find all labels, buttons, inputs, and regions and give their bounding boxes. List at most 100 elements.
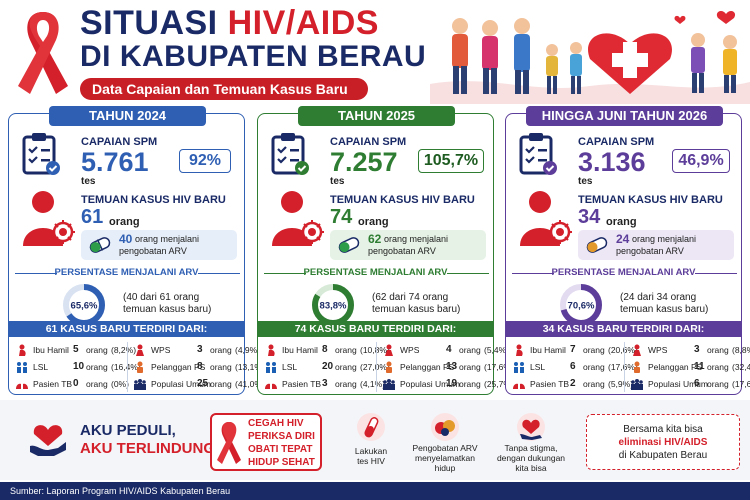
case-count: 13: [446, 361, 458, 372]
case-percent: (27,0%): [360, 362, 390, 372]
case-label: Pelanggan PS: [648, 362, 703, 372]
title-rule: [264, 273, 306, 274]
case-percent: (32,4%): [732, 362, 750, 372]
man-icon: [386, 361, 392, 373]
hiv-label: TEMUAN KASUS HIV BARU: [578, 194, 723, 206]
callout-line3: OBATI TEPAT: [248, 444, 313, 455]
cases-separator: [127, 342, 128, 392]
arv-count: 40: [119, 232, 133, 246]
arv-text-line2: pengobatan ARV: [616, 246, 684, 256]
hiv-label: TEMUAN KASUS HIV BARU: [81, 194, 226, 206]
column-header: TAHUN 2024: [49, 106, 206, 126]
hiv-unit: orang: [358, 216, 389, 228]
case-label: WPS: [400, 345, 420, 355]
spm-percent-badge: 105,7%: [418, 149, 484, 173]
spm-label: CAPAIAN SPM: [578, 136, 655, 148]
message-test: Lakukan tes HIV: [354, 446, 388, 466]
message-stigma: Tanpa stigma, dengan dukungan kita bisa: [496, 443, 566, 473]
column-header: TAHUN 2025: [298, 106, 455, 126]
case-row: WPS 3 orang (4,9%): [133, 342, 260, 358]
clipboard-icon: [271, 133, 309, 175]
case-count: 25: [197, 378, 209, 389]
case-row: Pelanggan PS 8 orang (13,1%): [133, 359, 265, 375]
spm-percent-badge: 46,9%: [672, 149, 730, 173]
hiv-unit: orang: [606, 216, 637, 228]
case-count: 10: [73, 361, 85, 372]
case-percent: (20,6%): [608, 345, 638, 355]
case-unit: orang: [583, 362, 605, 372]
arv-percent-title: PERSENTASE MENJALANI ARV: [551, 267, 696, 278]
case-unit: orang: [707, 362, 729, 372]
case-label: Ibu Hamil: [33, 345, 69, 355]
red-ribbon-icon: [217, 422, 241, 464]
case-percent: (41,0%): [235, 379, 265, 389]
arv-note: (24 dari 34 orang temuan kasus baru): [620, 292, 709, 315]
pregnant-icon: [268, 344, 275, 356]
lungs-icon: [16, 380, 28, 389]
hiv-unit: orang: [109, 216, 140, 228]
lungs-icon: [265, 380, 277, 389]
case-percent: (16,4%): [111, 362, 141, 372]
case-row: WPS 3 orang(8,8%): [630, 342, 750, 358]
case-row: Ibu Hamil 5 orang (8,2%): [15, 342, 136, 358]
case-count: 8: [322, 344, 328, 355]
header: SITUASI HIV/AIDS DI KABUPATEN BERAU Data…: [0, 0, 750, 108]
case-unit: orang: [459, 362, 481, 372]
page-title-line2: DI KABUPATEN BERAU: [80, 40, 427, 73]
slogan-line2: AKU TERLINDUNGI: [80, 440, 220, 457]
case-percent: (17,6%): [732, 379, 750, 389]
case-unit: orang: [335, 379, 357, 389]
title-rule: [512, 273, 554, 274]
arv-note: (40 dari 61 orang temuan kasus baru): [123, 292, 212, 315]
case-row: Pelanggan PS 13 orang (17,6%): [382, 359, 514, 375]
arv-text-line1: orang menjalani: [632, 234, 697, 244]
arv-text-line2: pengobatan ARV: [368, 246, 436, 256]
arv-donut-label: 70,6%: [568, 301, 595, 312]
arv-count: 24: [616, 232, 630, 246]
case-unit: orang: [210, 345, 232, 355]
case-label: Pasien TB: [530, 379, 570, 389]
case-row: Pasien TB 3 orang (4,1%): [264, 376, 385, 392]
lungs-icon: [513, 380, 525, 389]
case-label: Populasi Umum: [400, 379, 460, 389]
spm-value: 5.761: [81, 147, 149, 177]
case-label: LSL: [530, 362, 546, 372]
case-label: Pasien TB: [33, 379, 73, 389]
family-illustration: [430, 11, 750, 104]
pill-icon: [586, 237, 608, 253]
case-row: LSL 10 orang (16,4%): [15, 359, 141, 375]
man-icon: [137, 361, 143, 373]
case-label: Ibu Hamil: [282, 345, 318, 355]
case-count: 3: [322, 378, 328, 389]
cases-separator: [624, 342, 625, 392]
arv-count: 62: [368, 232, 382, 246]
case-percent: (8,8%): [732, 345, 750, 355]
case-label: Pelanggan PS: [400, 362, 455, 372]
case-label: Populasi Umum: [648, 379, 708, 389]
case-percent: (4,1%): [360, 379, 386, 389]
case-row: Populasi Umum 25 orang (41,0%): [133, 376, 265, 392]
man-icon: [634, 361, 640, 373]
title-rule: [695, 273, 737, 274]
column-header: HINGGA JUNI TAHUN 2026: [526, 106, 723, 126]
arv-box: 62 orang menjalani pengobatan ARV: [330, 230, 486, 260]
case-unit: orang: [86, 362, 108, 372]
arv-percent-title: PERSENTASE MENJALANI ARV: [54, 267, 199, 278]
pregnant-icon: [516, 344, 523, 356]
person-virus-icon: [520, 191, 572, 246]
callout-line4: HIDUP SEHAT: [248, 457, 315, 468]
arv-percent-title: PERSENTASE MENJALANI ARV: [303, 267, 448, 278]
case-percent: (13,1%): [235, 362, 265, 372]
arv-box: 40 orang menjalani pengobatan ARV: [81, 230, 237, 260]
case-label: Ibu Hamil: [530, 345, 566, 355]
clipboard-icon: [22, 133, 60, 175]
group-icon: [134, 379, 146, 390]
case-percent: (10,8%): [360, 345, 390, 355]
case-count: 6: [570, 361, 576, 372]
case-count: 2: [570, 378, 576, 389]
woman-icon: [633, 344, 641, 356]
case-count: 3: [694, 344, 700, 355]
column-2026: HINGGA JUNI TAHUN 2026 CAPAIAN SPM 3.136…: [505, 106, 750, 395]
cases-header: 34 KASUS BARU TERDIRI DARI:: [506, 321, 741, 337]
case-row: LSL 20 orang (27,0%): [264, 359, 390, 375]
